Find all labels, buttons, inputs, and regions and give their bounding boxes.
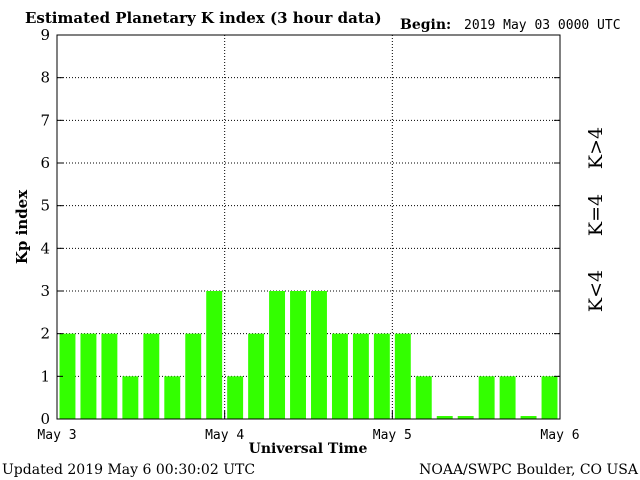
- kp-bar: [352, 333, 369, 419]
- updated-timestamp: Updated 2019 May 6 00:30:02 UTC: [2, 462, 255, 478]
- kp-bar: [227, 376, 244, 419]
- kp-bar: [80, 333, 97, 419]
- kp-bar: [520, 416, 537, 419]
- y-tick-label: 7: [40, 111, 50, 129]
- legend-label: K<4: [585, 270, 607, 312]
- kp-bar: [478, 376, 495, 419]
- legend-label: K=4: [585, 194, 607, 236]
- kp-bar: [457, 416, 474, 419]
- x-tick-label: May 4: [205, 428, 244, 443]
- kp-bar: [101, 333, 118, 419]
- kp-bar: [331, 333, 348, 419]
- y-tick-label: 3: [40, 282, 50, 300]
- kp-bar: [436, 416, 453, 419]
- y-tick-label: 6: [40, 154, 50, 172]
- begin-label: Begin:: [400, 17, 451, 33]
- kp-bar: [248, 333, 265, 419]
- grid-lines: [57, 35, 560, 419]
- kp-bar: [415, 376, 432, 419]
- kp-bar: [311, 291, 327, 419]
- kp-bar: [143, 333, 160, 419]
- y-tick-label: 5: [40, 197, 50, 215]
- data-source: NOAA/SWPC Boulder, CO USA: [419, 462, 639, 478]
- kp-bar: [269, 291, 286, 419]
- y-tick-label: 0: [40, 410, 50, 428]
- begin-value: 2019 May 03 0000 UTC: [464, 18, 621, 33]
- chart-title: Estimated Planetary K index (3 hour data…: [25, 9, 382, 27]
- kp-bar: [541, 376, 558, 419]
- y-axis-label: Kp index: [13, 189, 31, 264]
- x-axis-label: Universal Time: [249, 441, 368, 457]
- y-tick-label: 1: [40, 367, 50, 385]
- plot-frame: [56, 34, 561, 420]
- kp-bar: [185, 333, 202, 419]
- legend: K>4 K=4 K<4: [585, 127, 607, 312]
- y-tick-label: 2: [40, 325, 50, 343]
- kp-bar: [499, 376, 516, 419]
- y-tick-label: 4: [40, 239, 50, 257]
- x-tick-label: May 5: [373, 428, 412, 443]
- x-tick-label: May 6: [540, 428, 579, 443]
- kp-bar: [394, 333, 411, 419]
- y-tick-label: 9: [40, 26, 50, 44]
- kp-bar: [59, 333, 76, 419]
- legend-label: K>4: [585, 127, 607, 169]
- y-tick-label: 8: [40, 69, 50, 87]
- kp-bar: [373, 333, 390, 419]
- kp-bar: [206, 291, 223, 419]
- kp-bar: [164, 376, 181, 419]
- y-axis-ticks: 0 1 2 3 4 5 6 7 8 9: [40, 26, 560, 428]
- x-axis-ticks: May 3 May 4 May 5 May 6: [37, 411, 580, 443]
- kp-bar: [122, 376, 139, 419]
- kp-bars: [59, 291, 558, 419]
- kp-bar: [290, 291, 306, 419]
- x-tick-label: May 3: [37, 428, 76, 443]
